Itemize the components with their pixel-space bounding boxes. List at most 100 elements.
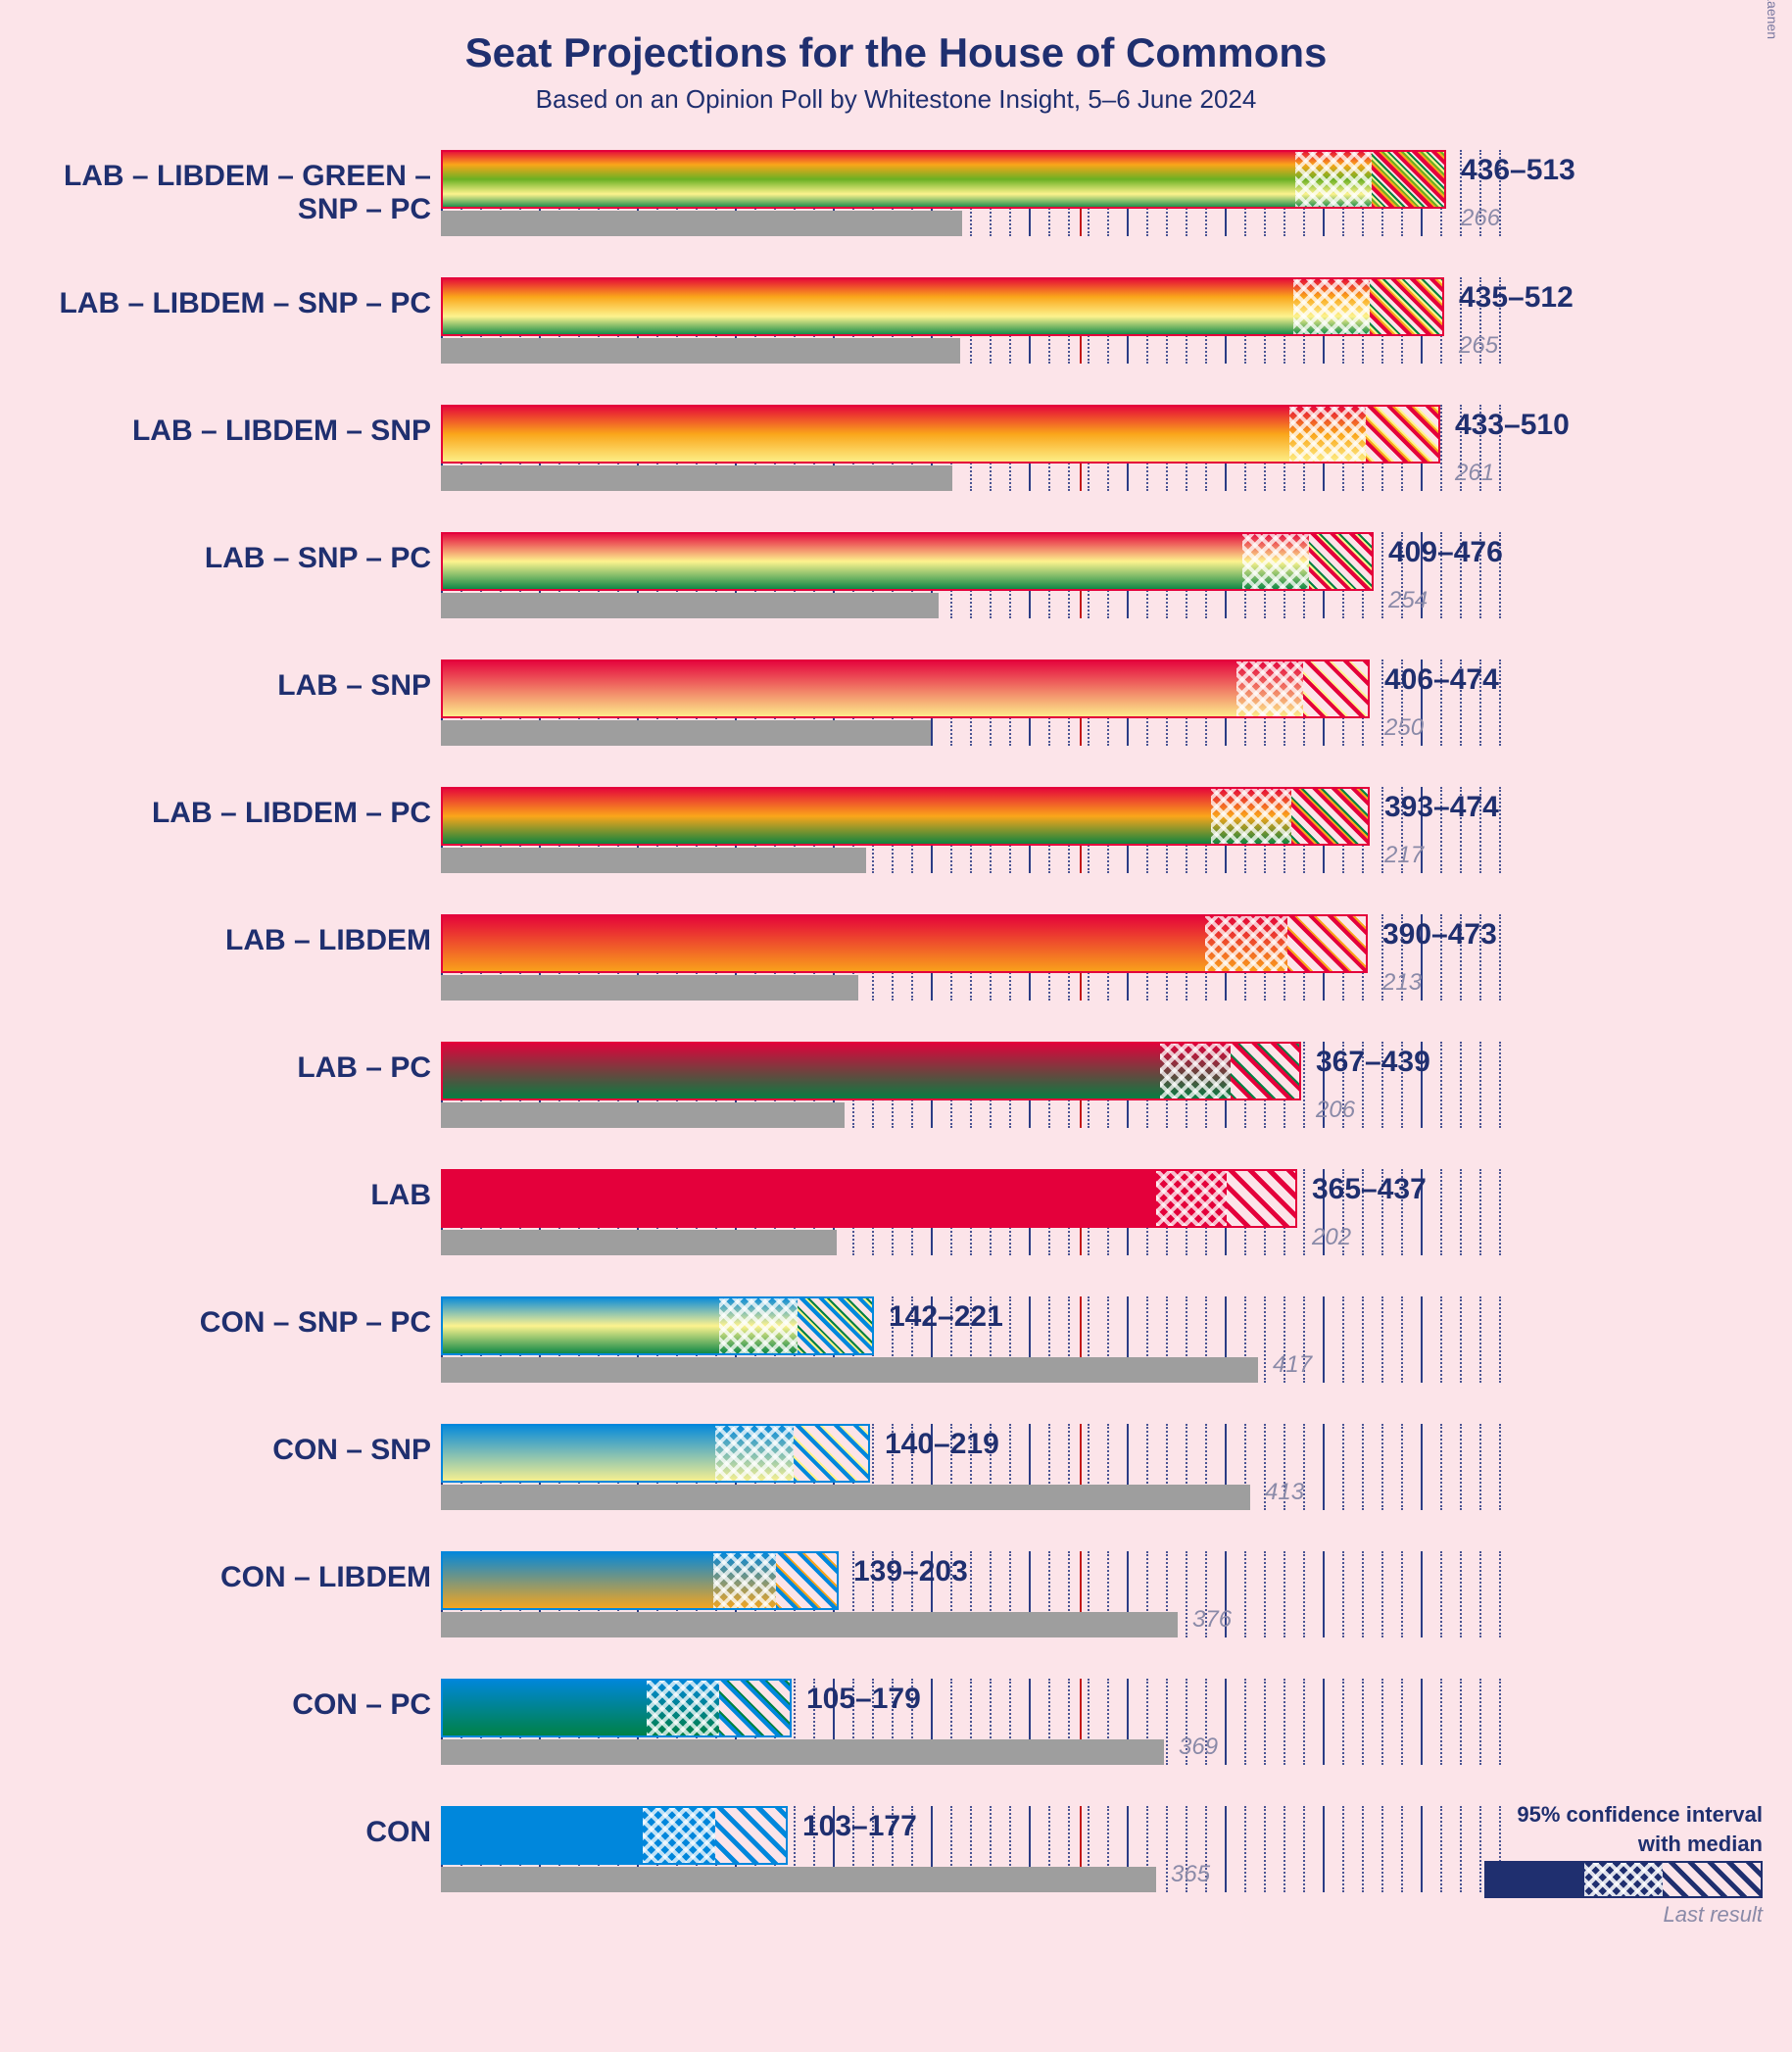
last-result-label: 217 bbox=[1384, 842, 1424, 869]
last-result-label: 206 bbox=[1316, 1097, 1355, 1124]
last-result-label: 376 bbox=[1192, 1606, 1232, 1634]
row-plot: 105–179369 bbox=[441, 1673, 1499, 1800]
copyright-label: © 2024 Filip van Laenen bbox=[1765, 0, 1780, 39]
coalition-row: LAB – LIBDEM – PC393–474217 bbox=[441, 781, 1695, 908]
coalition-row: LAB – SNP406–474250 bbox=[441, 654, 1695, 781]
row-plot: 140–219 413 bbox=[441, 1418, 1499, 1545]
last-result-label: 413 bbox=[1265, 1479, 1304, 1506]
coalition-label: CON – SNP bbox=[0, 1434, 431, 1467]
range-label: 435–512 bbox=[1459, 281, 1574, 315]
range-label: 142–221 bbox=[889, 1300, 1003, 1334]
last-result-bar bbox=[441, 338, 960, 364]
coalition-label: LAB – LIBDEM – PC bbox=[0, 797, 431, 830]
legend-line-2: with median bbox=[1484, 1832, 1763, 1857]
last-result-label: 266 bbox=[1461, 205, 1500, 232]
last-result-bar bbox=[441, 1867, 1156, 1892]
last-result-label: 265 bbox=[1459, 332, 1498, 360]
coalition-label: LAB – LIBDEM – SNP bbox=[0, 415, 431, 448]
row-plot: 433–510261 bbox=[441, 399, 1499, 526]
coalition-row: LAB – LIBDEM – SNP433–510261 bbox=[441, 399, 1695, 526]
row-plot: 435–512265 bbox=[441, 271, 1499, 399]
chart-container: Seat Projections for the House of Common… bbox=[0, 0, 1792, 1967]
range-label: 365–437 bbox=[1312, 1173, 1427, 1206]
last-result-bar bbox=[441, 720, 931, 746]
row-plot: 139–203 376 bbox=[441, 1545, 1499, 1673]
range-label: 367–439 bbox=[1316, 1046, 1430, 1079]
coalition-label: LAB – SNP bbox=[0, 669, 431, 703]
range-label: 105–179 bbox=[806, 1683, 921, 1716]
legend: 95% confidence interval with median Last… bbox=[1484, 1802, 1763, 1928]
coalition-label: CON – PC bbox=[0, 1688, 431, 1722]
coalition-row: CON – SNP140–219413 bbox=[441, 1418, 1695, 1545]
row-plot: 390–473 213 bbox=[441, 908, 1499, 1036]
projection-bar bbox=[441, 150, 1446, 209]
last-result-bar bbox=[441, 1612, 1178, 1637]
row-plot: 436–513266 bbox=[441, 144, 1499, 271]
legend-line-1: 95% confidence interval bbox=[1484, 1802, 1763, 1828]
projection-bar bbox=[441, 532, 1374, 591]
coalition-label: CON – SNP – PC bbox=[0, 1306, 431, 1340]
coalition-row: LAB – LIBDEM – GREEN – SNP – PC436–51326… bbox=[441, 144, 1695, 271]
legend-last-result: Last result bbox=[1484, 1902, 1763, 1928]
coalition-label: CON – LIBDEM bbox=[0, 1561, 431, 1594]
last-result-label: 202 bbox=[1312, 1224, 1351, 1251]
chart-title: Seat Projections for the House of Common… bbox=[0, 29, 1792, 76]
last-result-bar bbox=[441, 465, 952, 491]
coalition-row: CON – PC105–179369 bbox=[441, 1673, 1695, 1800]
range-label: 409–476 bbox=[1388, 536, 1503, 569]
range-label: 433–510 bbox=[1455, 409, 1570, 442]
legend-swatch bbox=[1484, 1861, 1763, 1898]
row-plot: 409–476254 bbox=[441, 526, 1499, 654]
coalition-label: LAB bbox=[0, 1179, 431, 1212]
coalition-label: LAB – LIBDEM – SNP – PC bbox=[0, 287, 431, 320]
projection-bar bbox=[441, 405, 1440, 464]
last-result-bar bbox=[441, 1230, 837, 1255]
projection-bar bbox=[441, 1424, 870, 1483]
last-result-bar bbox=[441, 211, 962, 236]
coalition-label: LAB – LIBDEM bbox=[0, 924, 431, 957]
last-result-label: 365 bbox=[1171, 1861, 1210, 1888]
coalition-label: LAB – PC bbox=[0, 1051, 431, 1085]
range-label: 393–474 bbox=[1384, 791, 1499, 824]
range-label: 140–219 bbox=[885, 1428, 999, 1461]
last-result-bar bbox=[441, 848, 866, 873]
projection-bar bbox=[441, 660, 1370, 718]
range-label: 390–473 bbox=[1382, 918, 1497, 952]
coalition-row: CON – SNP – PC142–221417 bbox=[441, 1291, 1695, 1418]
coalition-row: LAB – LIBDEM390–473213 bbox=[441, 908, 1695, 1036]
projection-bar bbox=[441, 1806, 788, 1865]
row-plot: 142–221417 bbox=[441, 1291, 1499, 1418]
last-result-label: 213 bbox=[1382, 969, 1422, 997]
coalition-row: LAB – SNP – PC409–476254 bbox=[441, 526, 1695, 654]
projection-bar bbox=[441, 277, 1444, 336]
row-plot: 365–437 202 bbox=[441, 1163, 1499, 1291]
projection-bar bbox=[441, 1296, 874, 1355]
last-result-label: 254 bbox=[1388, 587, 1428, 614]
projection-bar bbox=[441, 1551, 839, 1610]
coalition-row: LAB – LIBDEM – SNP – PC435–512265 bbox=[441, 271, 1695, 399]
coalition-label: CON bbox=[0, 1816, 431, 1849]
last-result-bar bbox=[441, 1357, 1258, 1383]
last-result-bar bbox=[441, 1102, 845, 1128]
last-result-bar bbox=[441, 975, 858, 1001]
row-plot: 103–177 365 bbox=[441, 1800, 1499, 1928]
last-result-bar bbox=[441, 1485, 1250, 1510]
last-result-label: 250 bbox=[1384, 714, 1424, 742]
last-result-label: 261 bbox=[1455, 460, 1494, 487]
chart-subtitle: Based on an Opinion Poll by Whitestone I… bbox=[0, 84, 1792, 115]
coalition-label: LAB – SNP – PC bbox=[0, 542, 431, 575]
coalition-row: LAB365–437202 bbox=[441, 1163, 1695, 1291]
range-label: 103–177 bbox=[802, 1810, 917, 1843]
row-plot: 367–439 206 bbox=[441, 1036, 1499, 1163]
coalition-label: LAB – LIBDEM – GREEN – SNP – PC bbox=[0, 160, 431, 226]
projection-bar bbox=[441, 787, 1370, 846]
range-label: 139–203 bbox=[853, 1555, 968, 1588]
coalition-row: LAB – PC367–439206 bbox=[441, 1036, 1695, 1163]
projection-bar bbox=[441, 1042, 1301, 1100]
last-result-bar bbox=[441, 1739, 1164, 1765]
range-label: 406–474 bbox=[1384, 663, 1499, 697]
projection-bar bbox=[441, 1679, 792, 1737]
range-label: 436–513 bbox=[1461, 154, 1575, 187]
last-result-bar bbox=[441, 593, 939, 618]
coalition-row: CON – LIBDEM139–203376 bbox=[441, 1545, 1695, 1673]
